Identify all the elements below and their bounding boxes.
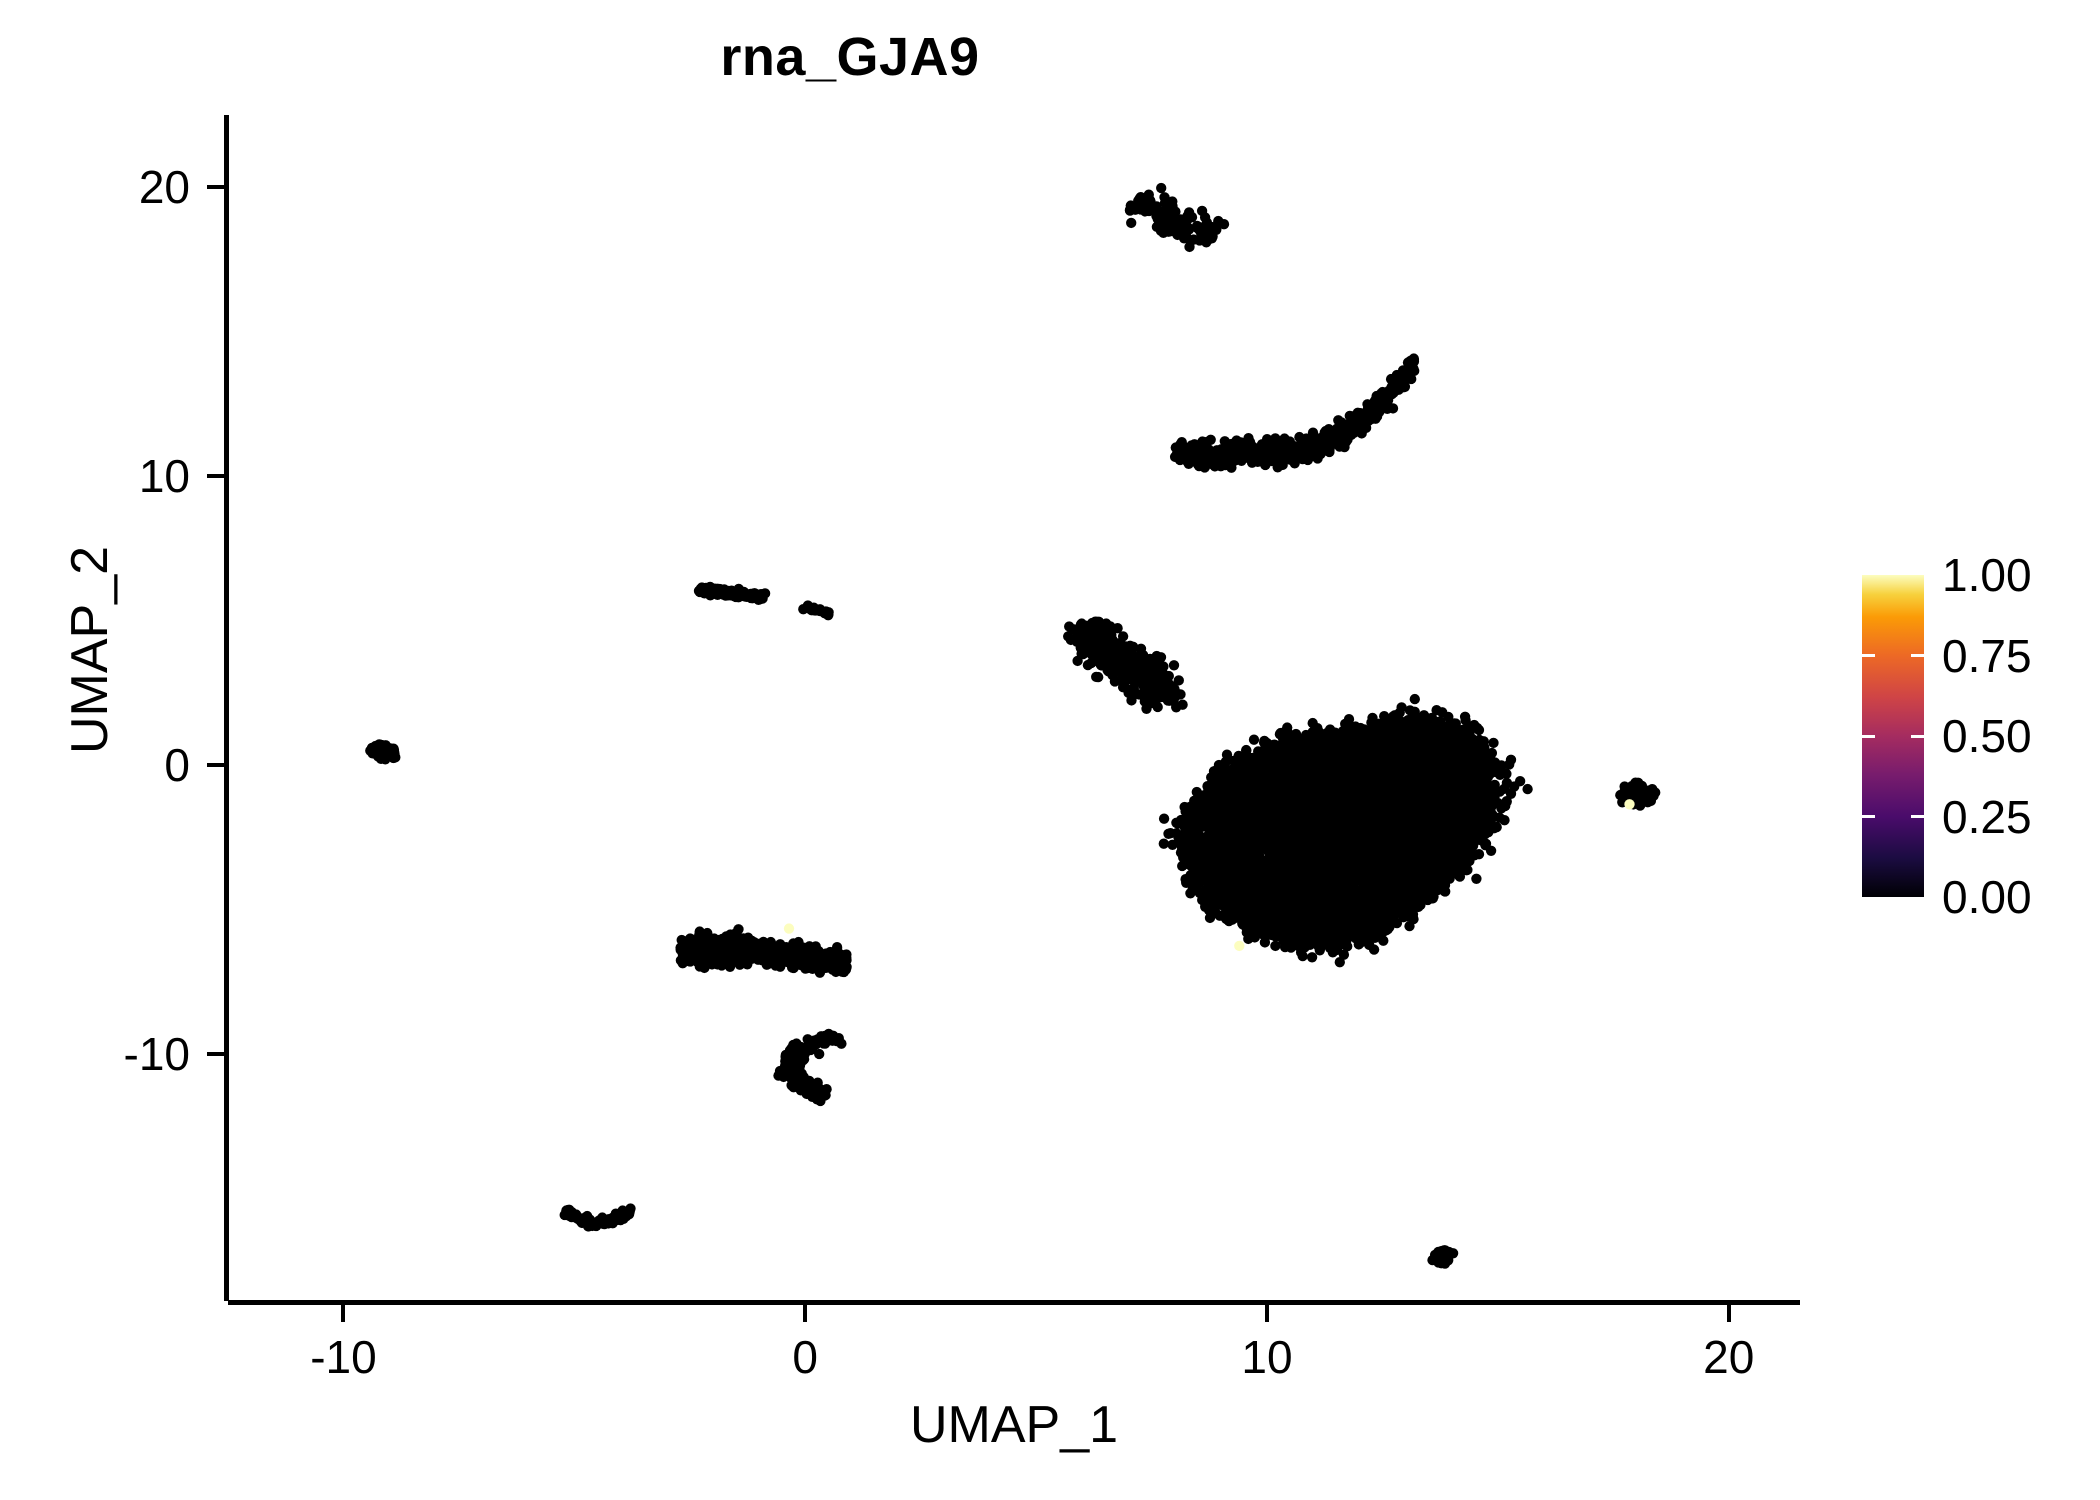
colorbar-label: 0.50 xyxy=(1942,710,2032,762)
y-axis-title: UMAP_2 xyxy=(61,545,119,755)
colorbar-tick-mark xyxy=(1862,654,1875,657)
colorbar-tick-mark xyxy=(1862,734,1875,738)
y-tick-label: 0 xyxy=(164,739,190,792)
x-axis-line xyxy=(228,1300,1800,1305)
y-tick-mark xyxy=(207,474,224,479)
color-legend[interactable]: 1.00 0.75 0.50 0.25 0.00 xyxy=(1862,550,2082,922)
y-axis-line xyxy=(224,115,229,1301)
x-tick-mark xyxy=(341,1305,346,1322)
colorbar-tick-mark xyxy=(1911,654,1924,657)
y-tick-mark xyxy=(207,763,224,768)
colorbar[interactable] xyxy=(1862,575,1924,897)
x-tick-label: -10 xyxy=(310,1331,377,1383)
colorbar-label: 0.25 xyxy=(1942,790,2032,843)
colorbar-label: 1.00 xyxy=(1942,549,2032,601)
x-tick-mark xyxy=(1264,1305,1269,1322)
colorbar-tick-mark xyxy=(1911,815,1924,818)
colorbar-label: 0.00 xyxy=(1942,871,2032,923)
x-tick-label: 20 xyxy=(1703,1331,1755,1383)
plot-panel xyxy=(228,115,1798,1300)
x-tick-label: 10 xyxy=(1241,1331,1293,1383)
y-tick-label: -10 xyxy=(123,1028,190,1081)
y-tick-mark xyxy=(207,1052,224,1057)
y-tick-label: 20 xyxy=(138,161,190,214)
page-title: rna_GJA9 xyxy=(720,27,980,87)
y-tick-label: 10 xyxy=(138,450,190,503)
colorbar-label: 0.75 xyxy=(1942,629,2032,682)
x-tick-mark xyxy=(803,1305,808,1322)
x-tick-label: 0 xyxy=(792,1331,818,1383)
colorbar-tick-mark xyxy=(1911,734,1924,738)
y-tick-mark xyxy=(207,185,224,190)
colorbar-tick-mark xyxy=(1862,815,1875,818)
x-tick-mark xyxy=(1726,1305,1731,1322)
scatter-canvas xyxy=(365,182,1661,1269)
x-axis-title: UMAP_1 xyxy=(909,1396,1119,1454)
